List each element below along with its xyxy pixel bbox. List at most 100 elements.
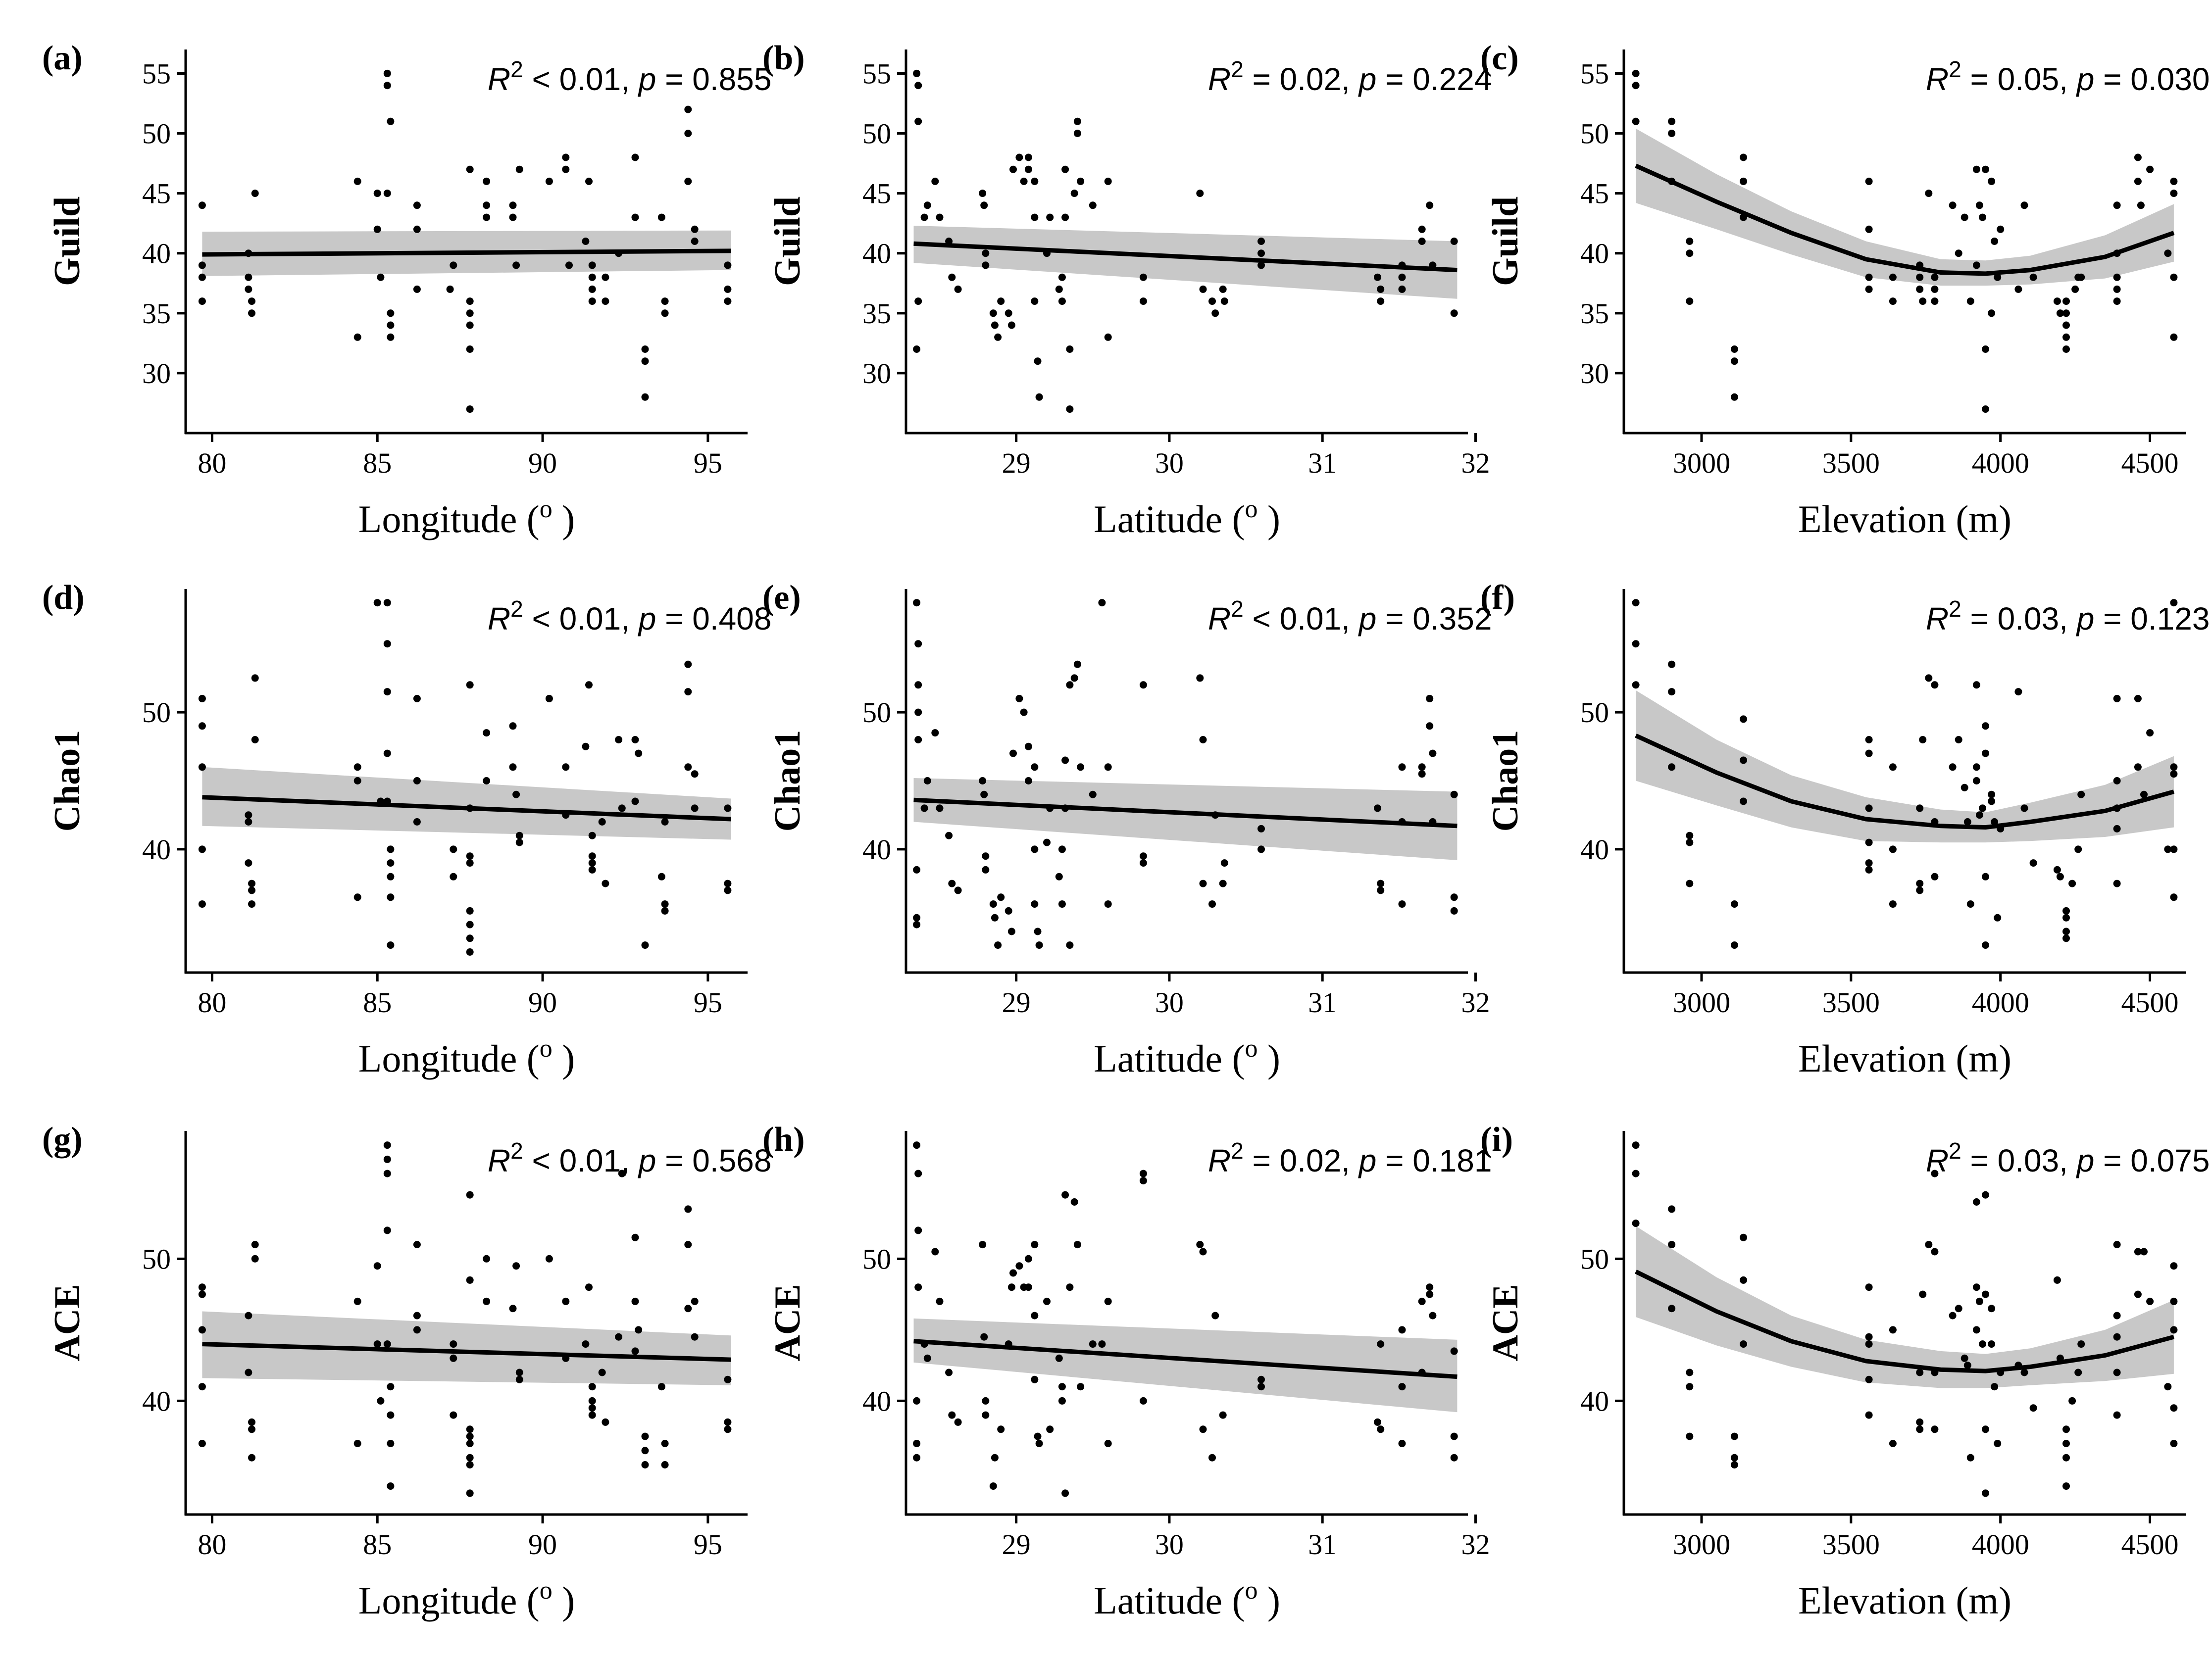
data-point [562,153,570,161]
data-point [1211,309,1219,317]
data-point [1418,770,1426,778]
x-tick-label: 4000 [1972,986,2029,1019]
data-point [245,285,252,293]
data-point [913,866,921,874]
data-point [945,1369,953,1376]
data-point [1257,1383,1265,1391]
y-tick-label: 50 [862,696,891,729]
y-tick-label: 30 [1580,357,1609,390]
data-point [1220,297,1228,305]
data-point [1972,1198,1980,1206]
data-point [450,845,457,853]
data-point [1668,177,1676,185]
y-axis-label: Guild [1485,196,1526,286]
data-point [1426,694,1434,702]
data-point [1429,749,1437,757]
data-point [1418,1369,1426,1376]
data-point [1450,1432,1458,1440]
data-point [1865,804,1873,812]
data-point [2134,1248,2142,1256]
data-point [954,285,962,293]
data-point [2134,694,2142,702]
data-point [1955,1305,1962,1313]
data-point [1865,859,1873,867]
data-point [466,948,474,956]
data-point [245,859,252,867]
data-point [1046,1425,1054,1433]
data-point [1889,900,1897,908]
data-point [1374,273,1381,281]
y-axis-label: ACE [47,1284,88,1361]
data-point [387,859,395,867]
data-point [1034,928,1042,935]
data-point [1257,1375,1265,1383]
data-point [1046,804,1054,812]
y-tick-label: 45 [862,178,891,210]
data-point [602,297,609,305]
data-point [2062,934,2070,942]
data-point [920,213,928,221]
data-point [1031,213,1039,221]
data-point [936,804,944,812]
data-point [1979,1340,1986,1348]
data-point [515,1375,523,1383]
data-point [387,873,395,880]
data-point [450,1340,457,1348]
data-point [1865,1411,1873,1419]
data-point [691,225,699,233]
data-point [1066,345,1074,353]
data-point [991,914,999,922]
data-point [914,1170,922,1177]
data-point [1104,900,1112,908]
data-point [1061,804,1069,812]
data-point [2062,1440,2070,1447]
data-point [1982,941,1989,949]
data-point [1979,213,1986,221]
data-point [1058,297,1066,305]
data-point [1730,357,1738,365]
data-point [1219,285,1227,293]
data-point [377,273,385,281]
data-point [1426,1283,1434,1291]
data-point [1730,1461,1738,1468]
data-point [2113,201,2121,209]
data-point [1686,1369,1694,1376]
y-tick-label: 45 [1580,178,1609,210]
data-point [631,736,639,743]
chart-panel: 29 30 31 32 30 35 40 45 50 55 Latitude (o ) Guild (b… [762,39,1492,540]
data-point [1632,599,1640,607]
data-point [1070,1198,1078,1206]
data-point [2014,1362,2022,1370]
data-point [1139,681,1147,689]
data-point [353,1440,361,1447]
data-point [588,852,596,860]
data-point [684,130,692,137]
data-point [466,321,474,329]
chart-panel: 80 85 90 95 30 35 40 45 50 55 Longitude (o ) Guild (… [42,39,771,540]
data-point [1632,82,1640,90]
data-point [483,1255,491,1263]
data-point [1377,886,1385,894]
data-point [979,1241,987,1249]
data-point [631,797,639,805]
data-point [618,1170,626,1177]
y-tick-label: 50 [1580,1243,1609,1275]
data-point [1668,130,1676,137]
data-point [2113,804,2121,812]
y-tick-label: 40 [1580,833,1609,866]
data-point [1139,1170,1147,1177]
data-point [991,1454,999,1462]
data-point [989,309,997,317]
data-point [383,69,391,77]
data-point [1046,213,1054,221]
data-point [512,1262,520,1270]
data-point [1061,1191,1069,1199]
data-point [387,321,395,329]
data-point [1686,1383,1694,1391]
data-point [657,873,665,880]
data-point [635,749,643,757]
data-point [545,177,553,185]
data-point [383,599,391,607]
data-point [466,934,474,942]
data-point [1377,1425,1385,1433]
